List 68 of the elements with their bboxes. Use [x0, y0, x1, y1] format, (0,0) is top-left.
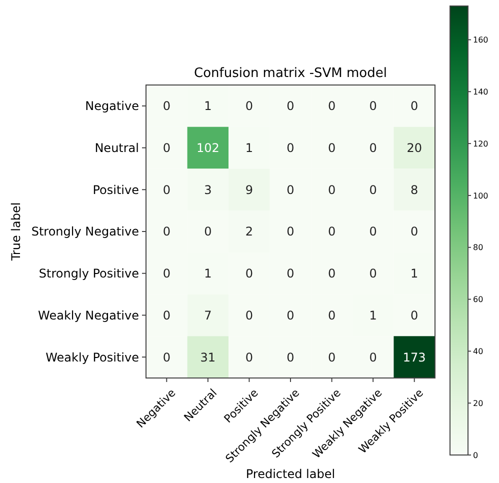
data-label: 0: [328, 140, 336, 155]
data-label: 0: [328, 182, 336, 197]
data-label: 0: [162, 350, 170, 364]
data-label: 0: [369, 266, 377, 281]
y-tick-label: Negative: [85, 99, 139, 114]
data-label: 0: [369, 99, 377, 114]
data-label: 102: [196, 140, 220, 155]
data-label: 1: [410, 266, 418, 281]
y-tick-label: Weakly Negative: [38, 308, 139, 322]
data-label: 1: [245, 140, 254, 155]
data-label: 0: [286, 308, 294, 322]
data-label: 0: [369, 140, 377, 155]
data-label: 31: [200, 350, 216, 364]
data-label: 0: [162, 182, 170, 197]
data-label: 0: [410, 308, 418, 322]
color-bar-label: 120: [473, 139, 488, 148]
data-label: 20: [406, 140, 422, 155]
data-label: 0: [286, 266, 294, 281]
data-label: 1: [204, 266, 212, 281]
data-label: 3: [204, 182, 212, 197]
data-label: 0: [162, 99, 170, 114]
data-label: 173: [402, 350, 426, 364]
data-label: 0: [286, 182, 294, 197]
data-label: 8: [410, 182, 418, 197]
color-bar-label: 160: [473, 36, 488, 45]
data-label: 0: [328, 224, 336, 239]
data-label: 0: [410, 99, 418, 114]
data-label: 0: [245, 266, 254, 281]
data-label: 0: [162, 140, 170, 155]
data-label: 0: [328, 266, 336, 281]
color-bar-label: 140: [473, 87, 488, 96]
data-label: 0: [286, 140, 294, 155]
color-bar-label: 0: [473, 450, 478, 460]
data-label: 0: [328, 99, 336, 114]
y-tick-label: Positive: [92, 182, 139, 197]
data-label: 0: [369, 224, 377, 239]
color-bar-label: 80: [473, 243, 484, 252]
color-bar-label: 40: [473, 346, 484, 356]
data-label: 0: [286, 99, 294, 114]
data-label: 0: [286, 350, 294, 364]
color-bar-label: 60: [473, 295, 484, 304]
data-label: 0: [162, 224, 170, 239]
data-label: 0: [369, 182, 377, 197]
color-bar-label: 20: [473, 398, 484, 408]
x-axis-title: Predicted label: [246, 467, 336, 481]
color-bar-label: 100: [473, 191, 488, 200]
data-label: 9: [245, 182, 254, 197]
y-axis-title: True label: [9, 202, 23, 262]
data-label: 0: [245, 308, 254, 322]
data-label: 0: [369, 350, 377, 364]
data-label: 0: [162, 308, 170, 322]
data-label: 0: [204, 224, 212, 239]
data-label: 1: [369, 308, 377, 322]
data-label: 0: [328, 308, 336, 322]
data-label: 0: [245, 99, 254, 114]
y-tick-label: Strongly Positive: [38, 266, 139, 281]
data-label: 0: [162, 266, 170, 281]
data-label: 0: [410, 224, 418, 239]
data-label: 7: [204, 308, 212, 322]
data-label: 2: [245, 224, 254, 239]
y-tick-label: Strongly Negative: [31, 224, 139, 239]
chart-title: Confusion matrix -SVM model: [194, 66, 387, 81]
data-label: 0: [286, 224, 294, 239]
data-label: 0: [328, 350, 336, 364]
data-label: 1: [204, 99, 212, 114]
data-label: 0: [245, 350, 254, 364]
y-tick-label: Weakly Positive: [46, 350, 139, 364]
y-tick-label: Neutral: [94, 140, 139, 155]
